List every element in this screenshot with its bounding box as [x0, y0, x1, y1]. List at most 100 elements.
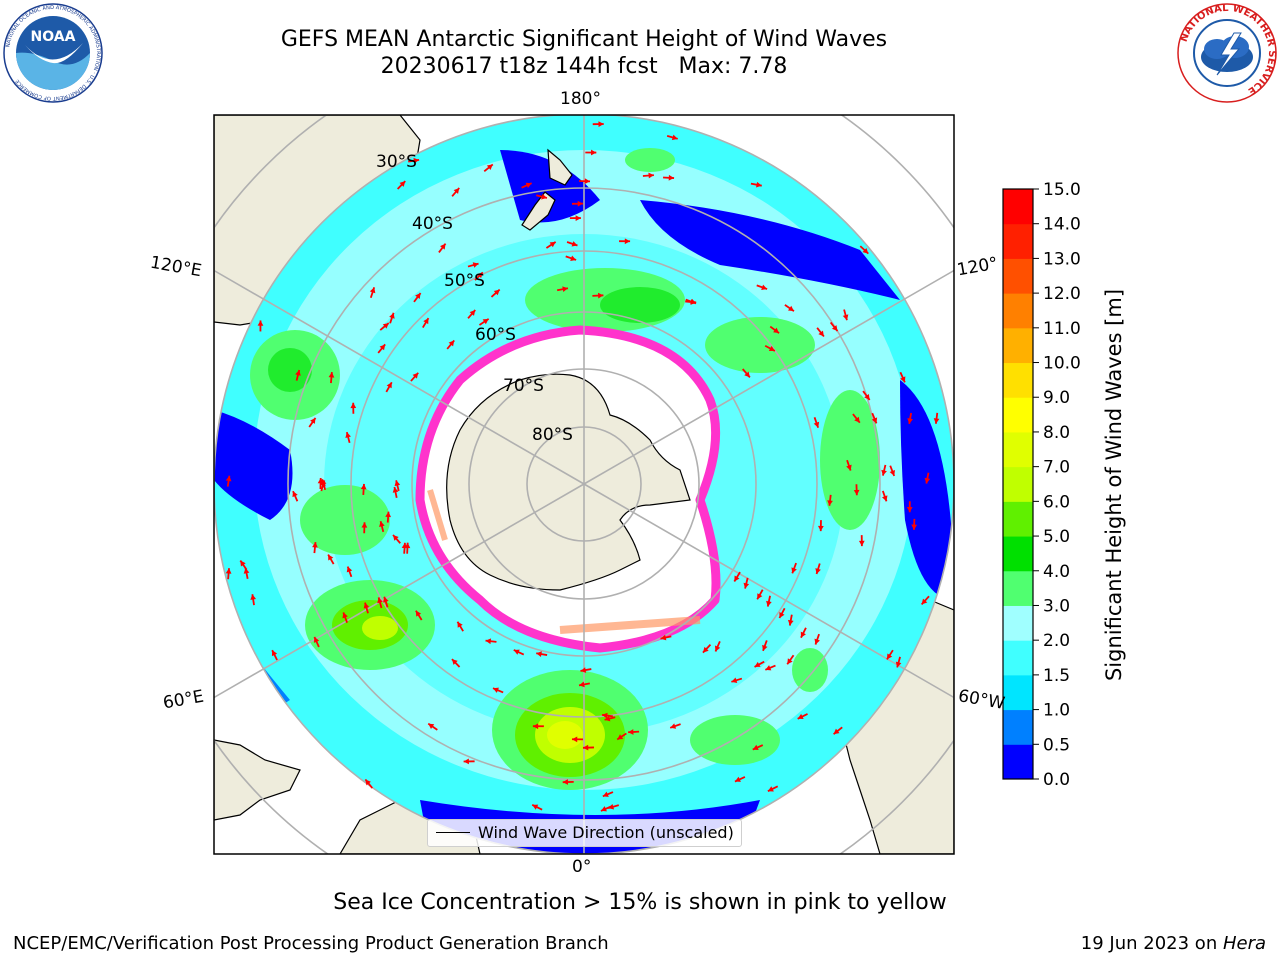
footer-machine: Hera	[1222, 933, 1266, 954]
wave-direction-arrow	[800, 627, 807, 639]
wave-direction-arrow	[571, 736, 583, 743]
wave-direction-arrow	[663, 174, 675, 181]
nws-logo: NATIONAL WEATHER SERVICE	[1177, 3, 1277, 103]
wave-direction-arrow	[408, 157, 420, 164]
wave-direction-arrow	[786, 654, 795, 665]
wave-direction-arrow	[250, 594, 257, 606]
wave-direction-arrow	[859, 245, 869, 255]
footer-date-text: 19 Jun 2023 on	[1080, 933, 1223, 954]
colorbar-segment	[1003, 674, 1033, 711]
colorbar-tick-label: 8.0	[1043, 423, 1070, 443]
lon-grid	[214, 115, 954, 854]
wave-direction-arrow	[871, 412, 878, 424]
wave-direction-arrow	[377, 597, 383, 609]
wave-direction-arrow	[604, 715, 616, 722]
noaa-logo-text: NOAA	[31, 29, 76, 45]
sea-ice-note: Sea Ice Concentration > 15% is shown in …	[333, 890, 947, 915]
wave-direction-arrow	[702, 643, 712, 654]
footer-date: 19 Jun 2023 on Hera	[1081, 933, 1266, 954]
wave-direction-arrow	[784, 304, 795, 312]
wave-direction-arrow	[342, 612, 348, 624]
colorbar-tick-label: 6.0	[1043, 492, 1070, 512]
wave-direction-arrow	[814, 633, 820, 645]
colorbar-tick-label: 0.0	[1043, 770, 1070, 790]
wave-direction-arrow	[778, 607, 786, 619]
colorbar-segment	[1003, 327, 1033, 364]
land-new-zealand	[547, 148, 573, 186]
wave-direction-arrow	[787, 614, 794, 626]
colorbar-segment	[1003, 189, 1033, 225]
wave-direction-arrow	[797, 713, 808, 720]
wave-direction-arrow	[463, 758, 475, 765]
colorbar-segment	[1003, 605, 1033, 641]
wave-direction-arrow	[750, 181, 762, 188]
lat-label-40s: 40°S	[412, 214, 453, 234]
wave-direction-arrow	[566, 241, 578, 247]
wave-direction-arrow	[536, 193, 548, 200]
wave-direction-arrow	[545, 241, 557, 249]
wave-direction-arrow	[714, 641, 721, 652]
colorbar-segment	[1003, 293, 1033, 329]
wave-direction-arrow	[346, 566, 353, 578]
wave-direction-arrow	[628, 729, 640, 735]
wave-direction-arrow	[585, 149, 597, 156]
wave-direction-arrow	[490, 288, 501, 298]
wave-direction-arrow	[369, 287, 376, 299]
wave-direction-arrow	[485, 638, 497, 645]
wave-direction-arrow	[327, 554, 335, 565]
wave-direction-arrow	[483, 163, 494, 173]
wave-direction-arrow	[734, 776, 746, 783]
wave-direction-arrow	[756, 589, 764, 600]
map-frame	[213, 114, 955, 855]
wave-direction-arrow	[924, 472, 931, 484]
wave-direction-arrow	[827, 494, 833, 506]
wave-direction-arrow	[271, 649, 278, 661]
colorbar-segment	[1003, 501, 1033, 537]
wave-direction-arrow	[451, 658, 461, 668]
plot-subtitle: 20230617 t18z 144h fcst Max: 7.78	[380, 54, 788, 79]
colorbar-tick-label: 0.5	[1043, 735, 1070, 755]
colorbar: 0.0 0.5 1.0 1.5 2.0 3.0 4.0 5.0 6.0 7.0 8.0 9.0 10.0…	[1002, 180, 1081, 790]
wave-direction-arrow	[456, 621, 464, 632]
wave-direction-arrow	[308, 417, 317, 428]
wave-direction-arrow	[410, 372, 419, 382]
map-legend: Wind Wave Direction (unscaled)	[427, 819, 742, 847]
colorbar-segment	[1003, 744, 1033, 780]
wave-direction-arrow	[833, 726, 843, 735]
wave-direction-arrow	[467, 262, 479, 268]
land-new-zealand-south	[521, 191, 556, 231]
wave-direction-arrow	[752, 744, 764, 751]
wave-direction-arrow	[379, 520, 385, 533]
colorbar-tick-label: 9.0	[1043, 388, 1070, 408]
wave-direction-arrow	[360, 483, 367, 496]
colorbar-tick-label: 12.0	[1043, 284, 1081, 304]
colorbar-segment	[1003, 640, 1033, 676]
wave-direction-arrow	[767, 785, 779, 793]
wave-direction-arrow	[562, 779, 574, 785]
wave-direction-arrow	[521, 182, 533, 189]
colorbar-segment	[1003, 362, 1033, 398]
colorbar-tick-label: 4.0	[1043, 562, 1070, 582]
wave-direction-arrow	[292, 490, 299, 502]
wave-direction-arrow	[295, 369, 301, 381]
colorbar-tick-label: 14.0	[1043, 215, 1081, 235]
wave-direction-arrow	[446, 339, 455, 350]
wave-direction-arrow	[815, 563, 821, 575]
plot-title: GEFS MEAN Antarctic Significant Height o…	[280, 27, 888, 52]
wave-direction-arrow	[764, 344, 776, 352]
wave-direction-arrow	[669, 723, 681, 729]
wave-direction-arrow	[607, 803, 620, 810]
noaa-logo: NOAA NATIONAL OCEANIC AND ATMOSPHERIC AD…	[3, 3, 103, 103]
wave-direction-arrow	[911, 518, 918, 530]
wave-direction-arrow	[394, 480, 401, 492]
wave-direction-arrow	[616, 732, 627, 741]
wave-direction-arrow	[392, 534, 401, 544]
wave-direction-arrow	[383, 596, 389, 608]
wave-direction-arrow	[474, 271, 484, 281]
wave-direction-arrow	[933, 412, 940, 424]
wave-direction-arrow	[829, 321, 839, 332]
wave-direction-arrow	[602, 791, 614, 798]
wave-direction-arrow	[312, 542, 318, 554]
wave-direction-arrow	[531, 804, 543, 811]
